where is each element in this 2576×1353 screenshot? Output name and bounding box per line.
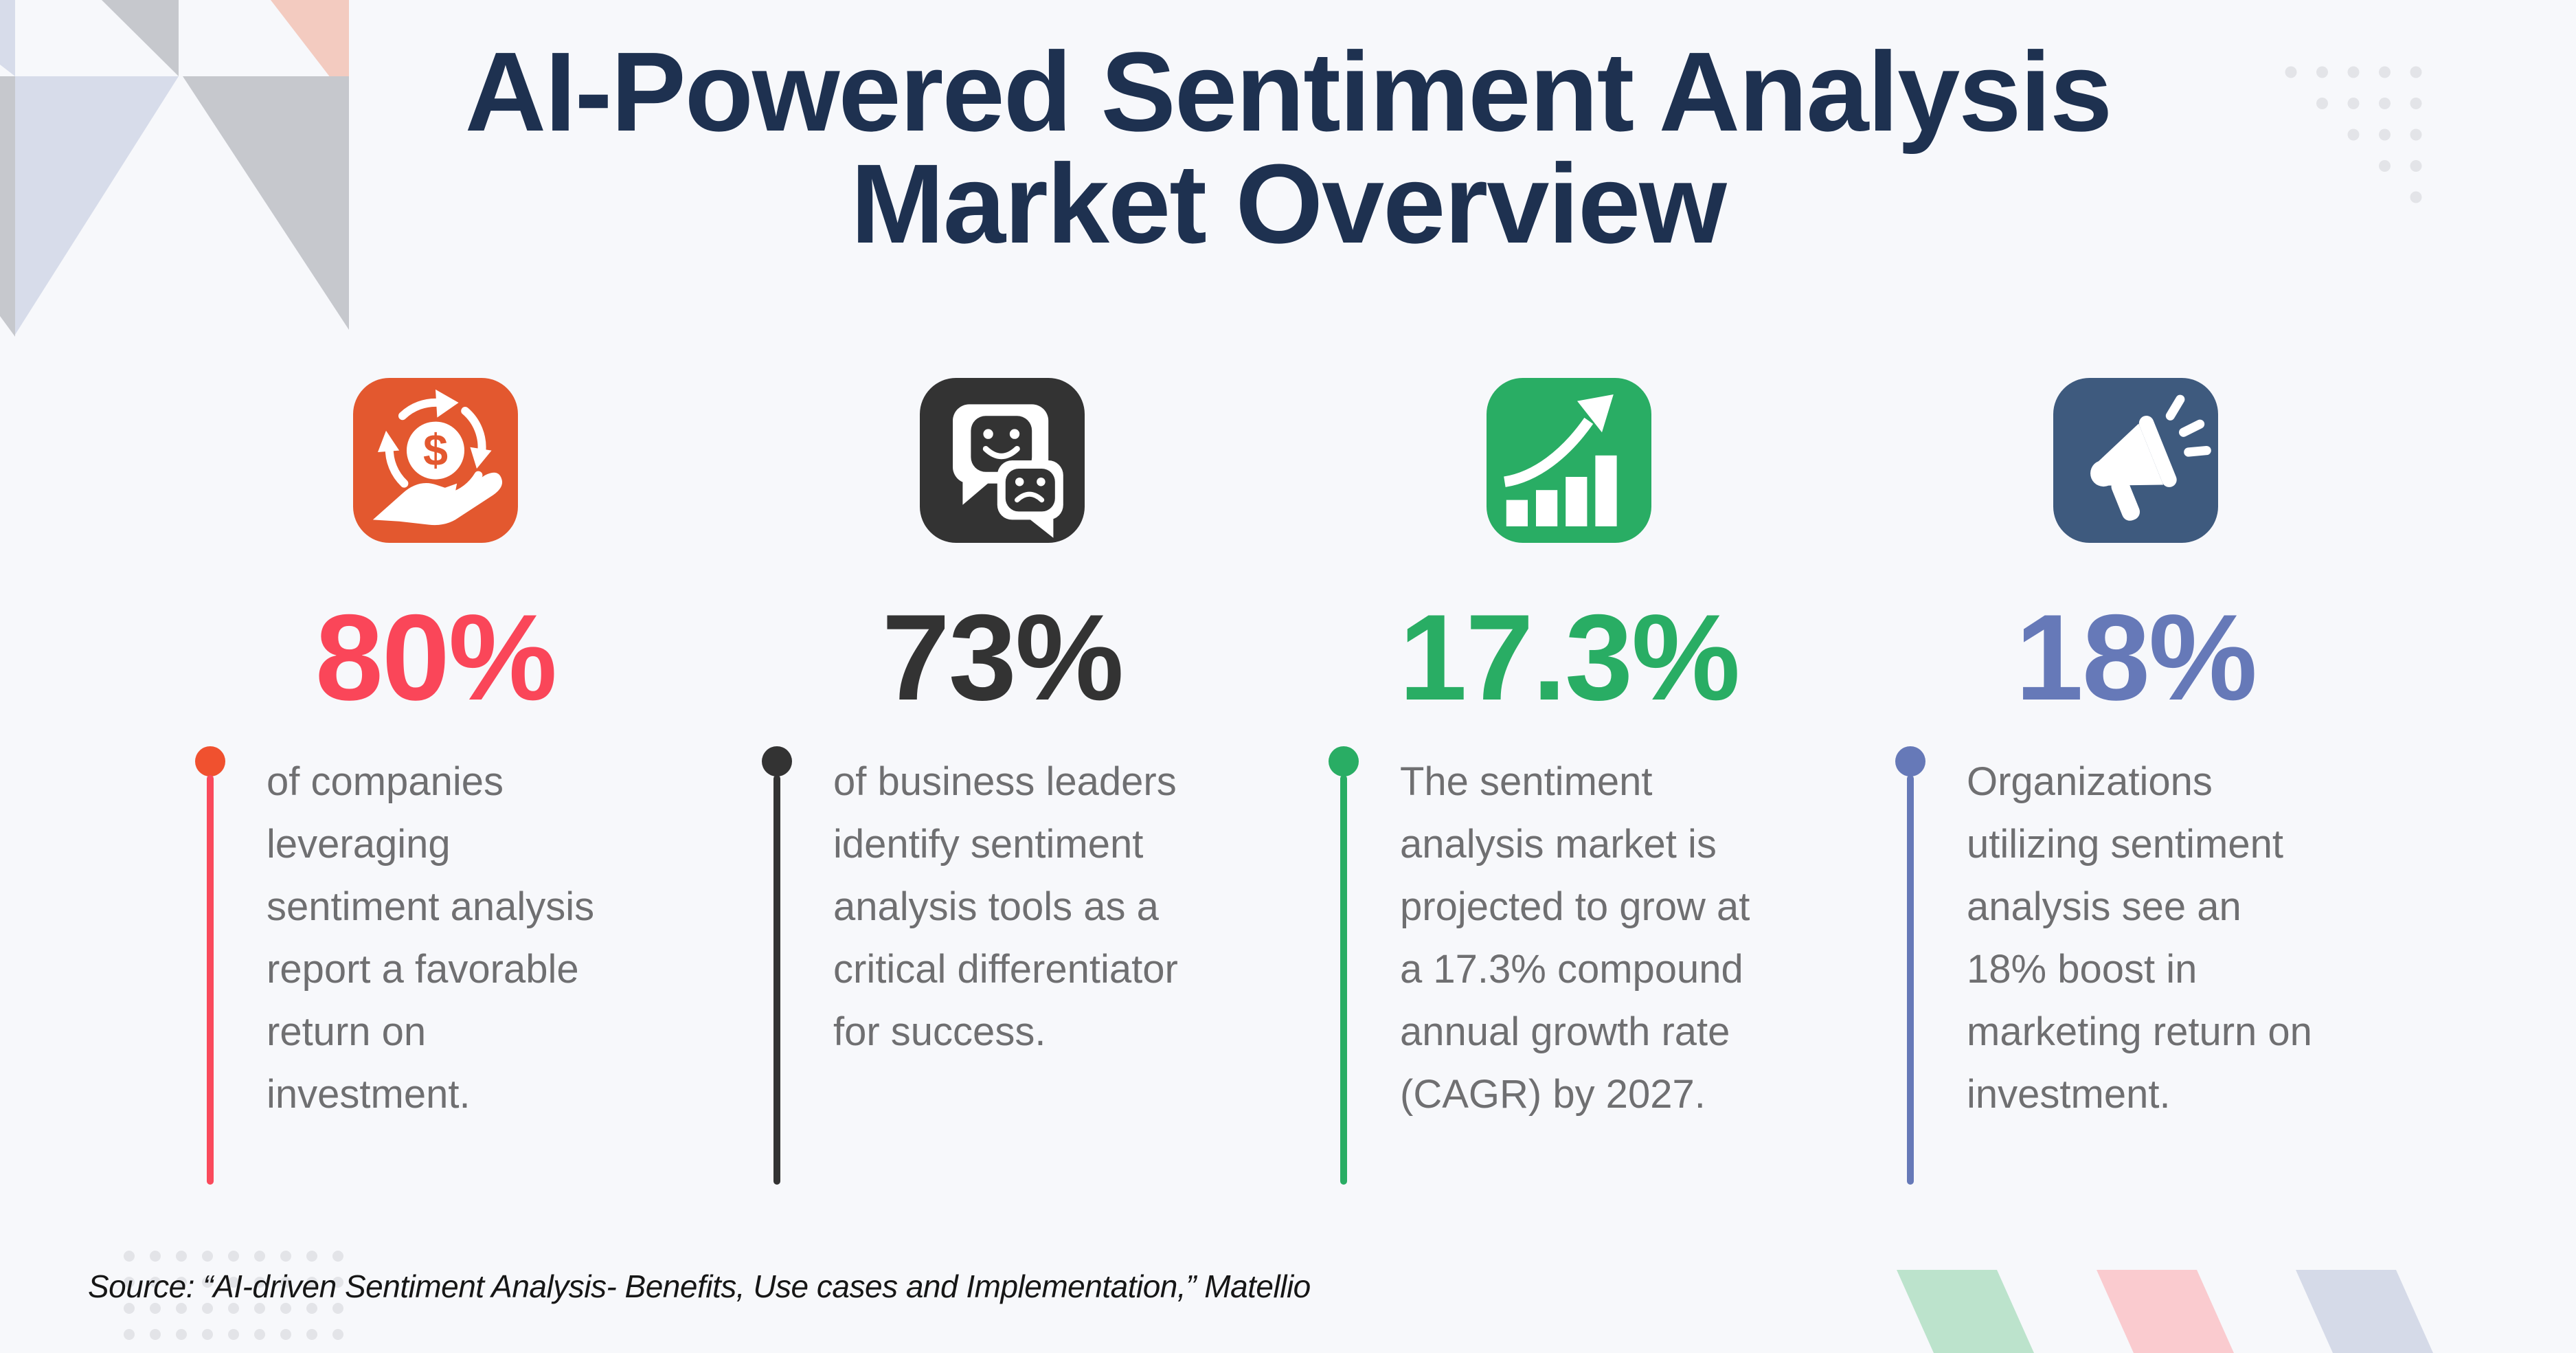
- stat-column-2: 17.3% The sentiment analysis market is p…: [1329, 378, 1809, 1185]
- stat-value: 18%: [2015, 589, 2257, 726]
- stat-detail: Organizations utilizing sentiment analys…: [1895, 746, 2376, 1185]
- pin-dot: [762, 746, 792, 776]
- stat-description: of business leaders identify sentiment a…: [833, 759, 1178, 1054]
- stat-value: 73%: [881, 589, 1124, 726]
- pin-line: [1340, 775, 1347, 1185]
- pin-line: [1907, 775, 1914, 1185]
- roi-hand-dollar-icon: $: [353, 378, 518, 543]
- stat-column-0: $ 80% of companies leveraging sentiment …: [195, 378, 676, 1185]
- page-title-line1: AI-Powered Sentiment Analysis: [464, 29, 2113, 155]
- stat-value: 80%: [315, 589, 557, 726]
- stat-detail: of business leaders identify sentiment a…: [762, 746, 1243, 1185]
- stats-row: $ 80% of companies leveraging sentiment …: [195, 378, 2376, 1185]
- stat-detail: The sentiment analysis market is project…: [1329, 746, 1809, 1185]
- pin-line: [773, 775, 780, 1185]
- stat-column-3: 18% Organizations utilizing sentiment an…: [1895, 378, 2376, 1185]
- megaphone-icon: [2053, 378, 2218, 543]
- stat-description: The sentiment analysis market is project…: [1400, 759, 1750, 1117]
- pin-marker: [1329, 746, 1359, 1185]
- stat-description: of companies leveraging sentiment analys…: [267, 759, 595, 1117]
- pin-line: [207, 775, 214, 1185]
- pin-dot: [195, 746, 225, 776]
- svg-text:$: $: [423, 425, 448, 475]
- pin-marker: [1895, 746, 1925, 1185]
- pin-dot: [1895, 746, 1925, 776]
- diagonal-stripes-decoration: [1897, 1270, 2433, 1353]
- page-title-line2: Market Overview: [850, 141, 1727, 267]
- stat-description: Organizations utilizing sentiment analys…: [1967, 759, 2312, 1117]
- pin-dot: [1329, 746, 1359, 776]
- source-note: Source: “AI-driven Sentiment Analysis- B…: [88, 1268, 1311, 1304]
- stat-value: 17.3%: [1399, 589, 1741, 726]
- stat-detail: of companies leveraging sentiment analys…: [195, 746, 676, 1185]
- pin-marker: [195, 746, 225, 1185]
- stat-column-1: 73% of business leaders identify sentime…: [762, 378, 1243, 1185]
- feedback-chat-faces-icon: [920, 378, 1085, 543]
- page-title: AI-Powered Sentiment Analysis Market Ove…: [0, 36, 2576, 260]
- growth-chart-icon: [1487, 378, 1651, 543]
- pin-marker: [762, 746, 792, 1185]
